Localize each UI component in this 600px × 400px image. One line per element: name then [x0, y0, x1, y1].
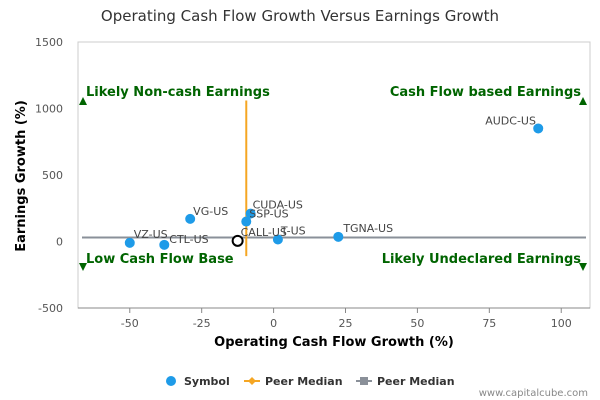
- legend-peer-median-label-2: Peer Median: [377, 375, 455, 388]
- data-point-label: TGNA-US: [342, 222, 393, 235]
- quadrant-label: Cash Flow based Earnings: [390, 85, 581, 100]
- x-tick-label: -50: [121, 317, 139, 330]
- highlight-point: [231, 234, 244, 247]
- legend-symbol-label: Symbol: [184, 375, 230, 388]
- chart-title: Operating Cash Flow Growth Versus Earnin…: [101, 7, 499, 25]
- highlight-point-label: CALL-US: [241, 226, 287, 239]
- x-axis-ticks: -50 -25 0 25 50 75 100: [121, 308, 572, 330]
- data-point-label: AUDC-US: [485, 114, 536, 127]
- legend-item-peer-median-cashflow[interactable]: Peer Median: [244, 375, 343, 388]
- data-point-label: T-US: [280, 225, 306, 238]
- legend-symbol-marker: [166, 376, 176, 386]
- data-point: [533, 123, 544, 134]
- x-tick-label: 100: [551, 317, 572, 330]
- data-point: [272, 234, 283, 245]
- y-tick-label: 1000: [35, 103, 63, 116]
- quadrant-label: Likely Undeclared Earnings: [382, 252, 582, 267]
- plot-area: [77, 41, 591, 309]
- triangle-down-icon: [79, 263, 87, 271]
- x-tick-label: 50: [410, 317, 424, 330]
- data-point: [333, 231, 344, 242]
- legend-peer-median-square: [360, 377, 368, 385]
- data-point: [124, 237, 135, 248]
- y-axis-title: Earnings Growth (%): [14, 100, 29, 252]
- x-tick-label: 25: [339, 317, 353, 330]
- triangle-down-icon: [579, 263, 587, 271]
- legend-peer-median-diamond: [248, 377, 256, 385]
- credit-text[interactable]: www.capitalcube.com: [479, 388, 588, 399]
- x-axis-title: Operating Cash Flow Growth (%): [214, 335, 454, 350]
- y-tick-label: 0: [56, 236, 63, 249]
- data-point-label: CUDA-US: [253, 199, 303, 212]
- y-tick-label: -500: [38, 302, 63, 315]
- y-tick-label: 500: [42, 169, 63, 182]
- x-tick-label: -25: [193, 317, 211, 330]
- data-point-label: VG-US: [193, 205, 228, 218]
- data-point: [245, 208, 256, 219]
- x-tick-label: 0: [270, 317, 277, 330]
- data-point: [241, 216, 252, 227]
- data-point-label: SSP-US: [249, 208, 288, 221]
- legend-item-peer-median-earnings[interactable]: Peer Median: [356, 375, 455, 388]
- data-point-label: CTL-US: [169, 233, 208, 246]
- quadrant-labels: Likely Non-cash Earnings Cash Flow based …: [79, 85, 587, 271]
- legend: Symbol Peer Median Peer Median: [166, 375, 455, 388]
- y-axis-ticks: -500 0 500 1000 1500: [35, 36, 63, 315]
- triangle-up-icon: [79, 97, 87, 105]
- data-point: [185, 213, 196, 224]
- legend-peer-median-label: Peer Median: [265, 375, 343, 388]
- data-point-label: VZ-US: [134, 228, 168, 241]
- triangle-up-icon: [579, 97, 587, 105]
- y-tick-label: 1500: [35, 36, 63, 49]
- data-point: [159, 239, 170, 250]
- x-tick-label: 75: [482, 317, 496, 330]
- legend-item-symbol[interactable]: Symbol: [166, 375, 230, 388]
- quadrant-label: Low Cash Flow Base: [86, 252, 234, 267]
- quadrant-label: Likely Non-cash Earnings: [86, 85, 270, 100]
